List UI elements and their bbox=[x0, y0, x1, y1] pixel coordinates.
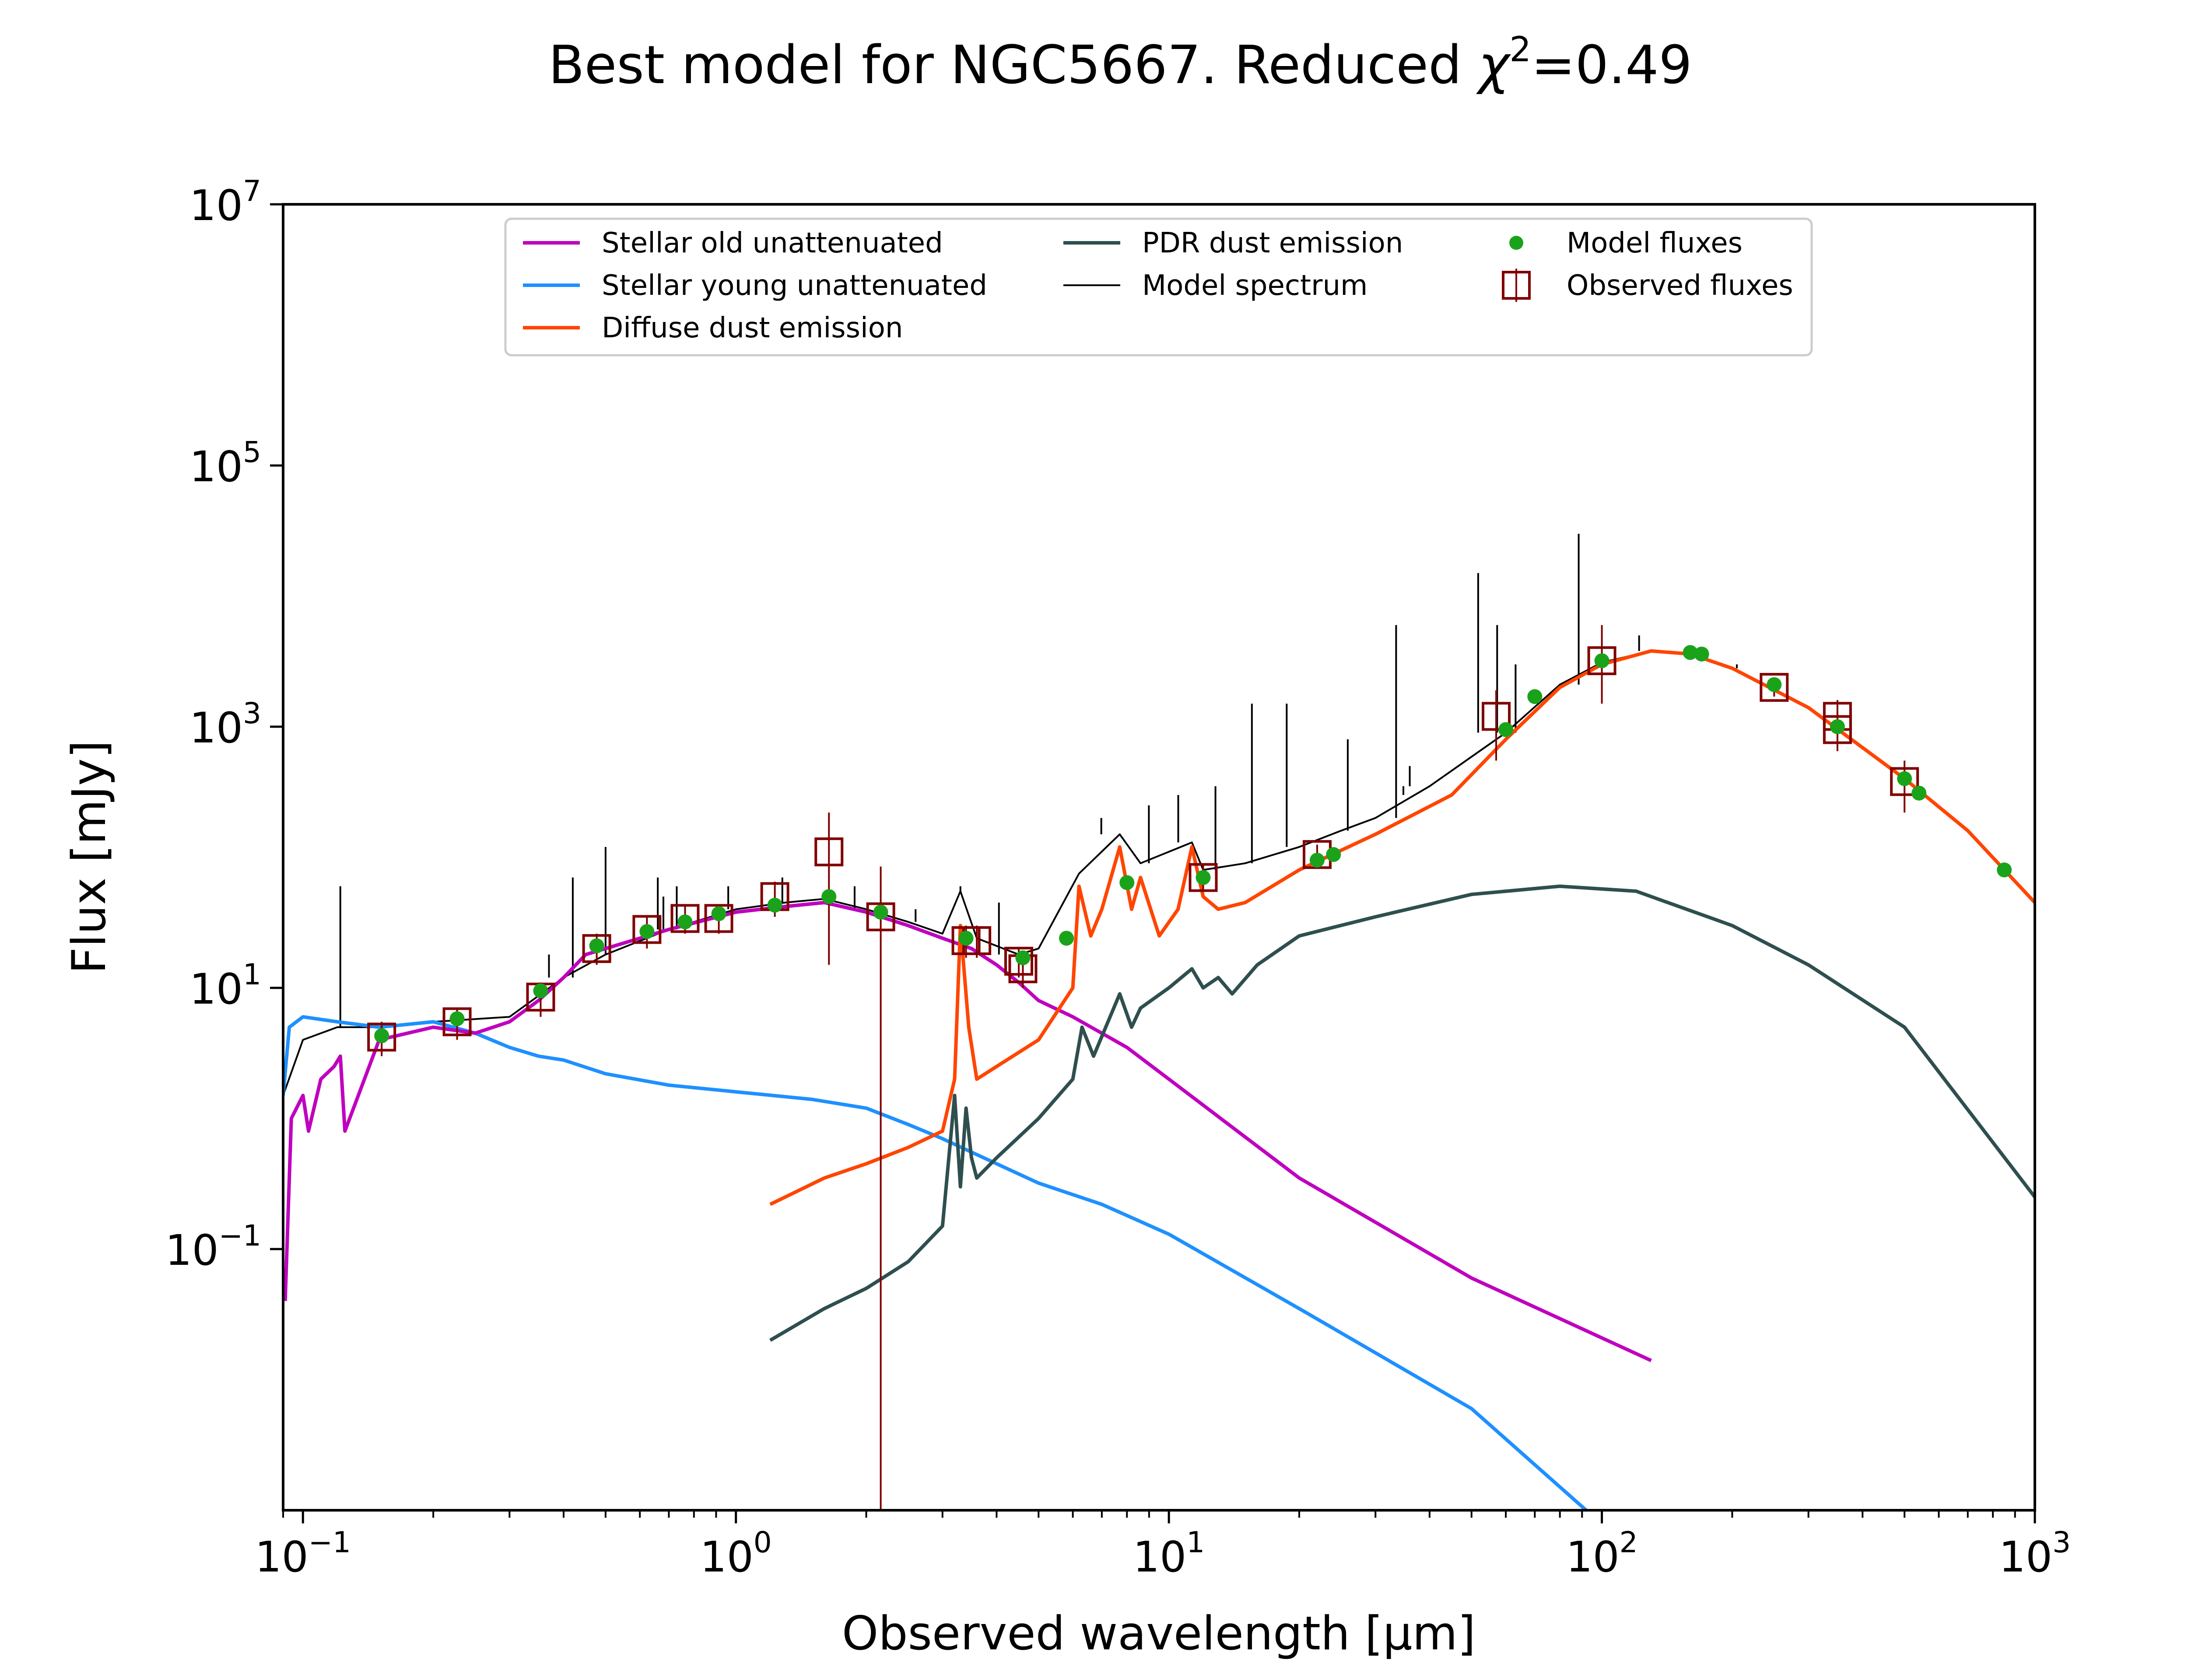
stellar-old-unattenuated-line bbox=[283, 901, 1652, 1362]
x-axis-label: Observed wavelength [μm] bbox=[842, 1606, 1476, 1660]
x-tick-label: 103 bbox=[1999, 1526, 2071, 1582]
model-flux-point bbox=[1059, 931, 1074, 946]
model-flux-point bbox=[1683, 645, 1698, 660]
pdr-dust-emission-line bbox=[769, 884, 2035, 1342]
observed-flux-marker bbox=[814, 837, 844, 867]
model-flux-point bbox=[1911, 785, 1927, 801]
x-tick-label: 100 bbox=[700, 1526, 772, 1582]
model-flux-point bbox=[821, 889, 837, 904]
legend-item-diffuse-dust-emission: Diffuse dust emission bbox=[523, 312, 903, 344]
model-flux-point bbox=[873, 904, 888, 920]
legend-box bbox=[504, 217, 1813, 357]
model-flux-point bbox=[711, 906, 726, 921]
legend-label: Model spectrum bbox=[1142, 270, 1368, 302]
model-flux-point bbox=[1326, 847, 1341, 862]
model-flux-point bbox=[639, 924, 655, 939]
model-flux-point bbox=[958, 931, 974, 946]
observed-flux-marker bbox=[1760, 673, 1789, 702]
observed-flux-marker bbox=[1587, 646, 1616, 676]
y-tick-label: 103 bbox=[189, 696, 261, 752]
model-flux-point bbox=[589, 938, 604, 953]
observed-flux-marker bbox=[1890, 767, 1919, 796]
y-axis: 10−1 101 103 105 107 bbox=[165, 174, 283, 1275]
x-axis: 10−1 100 101 102 103 bbox=[255, 1510, 2071, 1582]
legend-swatch bbox=[1502, 271, 1531, 300]
legend: Stellar old unattenuated Stellar young un… bbox=[504, 217, 1813, 357]
model-flux-point bbox=[1527, 689, 1543, 704]
series-diffuse-dust-emission bbox=[769, 649, 2035, 1206]
legend-item-observed-fluxes: Observed fluxes bbox=[1502, 269, 1793, 302]
series-stellar-old-unattenuated bbox=[283, 901, 1652, 1362]
model-flux-point bbox=[1015, 950, 1031, 966]
model-flux-point bbox=[374, 1028, 389, 1043]
plot-area bbox=[283, 534, 2035, 1510]
legend-label: Diffuse dust emission bbox=[602, 312, 903, 344]
model-flux-point bbox=[1594, 653, 1609, 668]
model-flux-point bbox=[1767, 677, 1782, 692]
model-flux-point bbox=[1309, 853, 1325, 868]
model-flux-point bbox=[1897, 771, 1912, 786]
model-flux-point bbox=[1196, 870, 1211, 885]
model-flux-point bbox=[1830, 719, 1845, 734]
observed-flux-marker bbox=[1482, 702, 1511, 731]
model-flux-point bbox=[1498, 722, 1514, 737]
y-tick-label: 10−1 bbox=[165, 1219, 261, 1275]
model-flux-point bbox=[449, 1011, 465, 1026]
legend-item-stellar-old-unattenuated: Stellar old unattenuated bbox=[523, 227, 943, 259]
legend-item-model-spectrum: Model spectrum bbox=[1063, 270, 1368, 302]
observed-flux-marker bbox=[704, 904, 733, 933]
observed-flux-marker bbox=[866, 902, 895, 931]
observed-flux-marker bbox=[1823, 715, 1852, 744]
legend-label: Model fluxes bbox=[1567, 227, 1743, 259]
observed-flux-marker bbox=[1189, 863, 1218, 892]
x-tick-label: 10−1 bbox=[255, 1526, 351, 1582]
legend-item-stellar-young-unattenuated: Stellar young unattenuated bbox=[523, 270, 987, 302]
observed-flux-marker bbox=[632, 915, 662, 944]
model-flux-point bbox=[1694, 646, 1709, 662]
model-flux-point bbox=[533, 983, 548, 998]
y-axis-label: Flux [mJy] bbox=[62, 740, 116, 974]
x-tick-label: 101 bbox=[1133, 1526, 1205, 1582]
observed-flux-marker bbox=[1004, 947, 1034, 976]
model-flux-point bbox=[1119, 875, 1135, 890]
model-flux-point bbox=[1997, 862, 2012, 878]
legend-swatch bbox=[1509, 236, 1523, 250]
diffuse-dust-emission-line bbox=[769, 649, 2035, 1206]
y-tick-label: 101 bbox=[189, 958, 261, 1014]
chart-title: Best model for NGC5667. Reduced χ2=0.49 bbox=[548, 30, 1692, 96]
observed-flux-marker bbox=[442, 1007, 472, 1036]
model-flux-point bbox=[767, 897, 782, 913]
series-pdr-dust-emission bbox=[769, 884, 2035, 1342]
legend-label: PDR dust emission bbox=[1142, 227, 1403, 259]
legend-label: Stellar old unattenuated bbox=[602, 227, 943, 259]
stellar-young-unattenuated-line bbox=[283, 1015, 1588, 1510]
y-tick-label: 107 bbox=[189, 174, 261, 230]
observed-flux-marker bbox=[670, 904, 700, 933]
observed-flux-marker bbox=[582, 934, 611, 963]
legend-item-pdr-dust-emission: PDR dust emission bbox=[1063, 227, 1403, 259]
legend-label: Stellar young unattenuated bbox=[602, 270, 987, 302]
observed-flux-marker bbox=[367, 1022, 396, 1052]
x-tick-label: 102 bbox=[1566, 1526, 1637, 1582]
y-tick-label: 105 bbox=[189, 435, 261, 491]
series-stellar-young-unattenuated bbox=[283, 1015, 1588, 1510]
plot-frame bbox=[282, 203, 2036, 1512]
series-observed-fluxes bbox=[367, 625, 1919, 1510]
legend-label: Observed fluxes bbox=[1567, 270, 1793, 302]
legend-item-model-fluxes: Model fluxes bbox=[1509, 227, 1743, 259]
series-model-fluxes bbox=[374, 645, 2012, 1043]
model-flux-point bbox=[677, 914, 693, 930]
